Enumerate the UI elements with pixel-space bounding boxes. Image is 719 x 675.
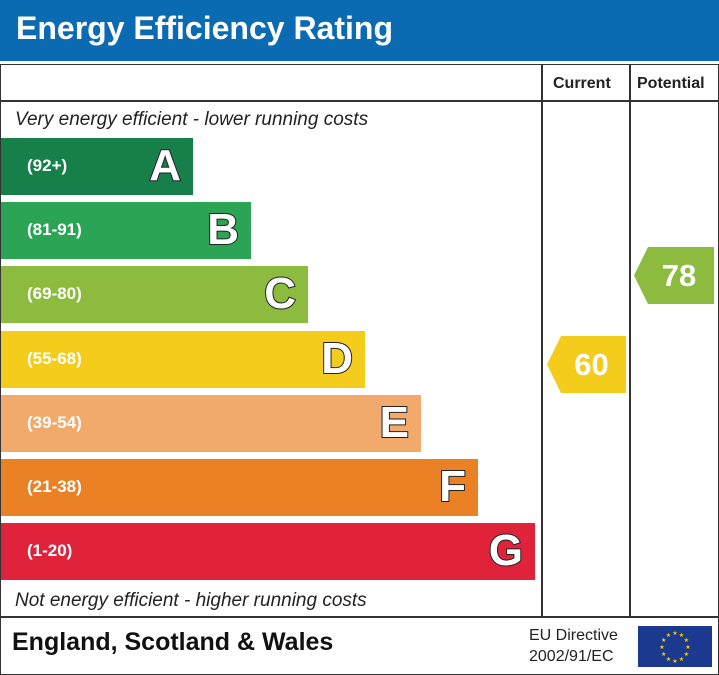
- band-range: (55-68): [27, 349, 82, 368]
- band-range: (92+): [27, 156, 68, 175]
- band-range: (69-80): [27, 284, 82, 303]
- band-letter: C: [263, 268, 297, 319]
- current-rating-value: 60: [574, 347, 609, 382]
- divider: [0, 616, 719, 618]
- column-current-header: Current: [553, 75, 611, 92]
- star-icon: ★: [666, 656, 671, 663]
- page-title: Energy Efficiency Rating: [16, 10, 393, 46]
- band-d: (55-68) D: [1, 331, 365, 388]
- column-potential-header: Potential: [637, 75, 705, 92]
- eu-directive-number: 2002/91/EC: [529, 648, 614, 665]
- band-range: (81-91): [27, 220, 82, 239]
- band-letter: B: [206, 204, 240, 255]
- band-range: (39-54): [27, 413, 82, 432]
- star-icon: ★: [661, 637, 666, 644]
- star-icon: ★: [684, 651, 689, 658]
- band-letter: G: [488, 525, 524, 576]
- star-icon: ★: [672, 630, 677, 637]
- band-letter: E: [379, 397, 410, 448]
- band-a: (92+) A: [1, 138, 193, 195]
- current-rating-arrow: 60: [547, 336, 626, 393]
- star-icon: ★: [679, 632, 684, 639]
- top-note: Very energy efficient - lower running co…: [15, 109, 369, 130]
- band-letter: D: [320, 333, 354, 384]
- band-letter: F: [438, 461, 467, 512]
- band-range: (21-38): [27, 477, 82, 496]
- divider: [629, 65, 631, 618]
- divider: [0, 100, 719, 102]
- star-icon: ★: [684, 637, 689, 644]
- star-icon: ★: [661, 651, 666, 658]
- star-icon: ★: [659, 644, 664, 651]
- potential-rating-arrow: 78: [634, 247, 714, 304]
- title-bar: Energy Efficiency Rating: [0, 0, 719, 61]
- band-e: (39-54) E: [1, 395, 421, 452]
- band-b: (81-91) B: [1, 202, 251, 259]
- star-icon: ★: [666, 632, 671, 639]
- band-range: (1-20): [27, 541, 73, 560]
- band-c: (69-80) C: [1, 266, 308, 323]
- star-icon: ★: [679, 656, 684, 663]
- divider: [541, 65, 543, 618]
- eu-flag-icon: ★★★★★★★★★ ★ ★★: [638, 626, 712, 667]
- star-icon: ★: [672, 658, 677, 665]
- bottom-note: Not energy efficient - higher running co…: [15, 590, 367, 611]
- potential-rating-value: 78: [661, 258, 697, 293]
- region-label: England, Scotland & Wales: [12, 628, 334, 656]
- band-letter: A: [148, 140, 182, 191]
- band-g: (1-20) G: [1, 523, 535, 580]
- band-f: (21-38) F: [1, 459, 478, 516]
- eu-directive-label: EU Directive: [529, 627, 618, 644]
- star-icon: ★: [685, 644, 690, 651]
